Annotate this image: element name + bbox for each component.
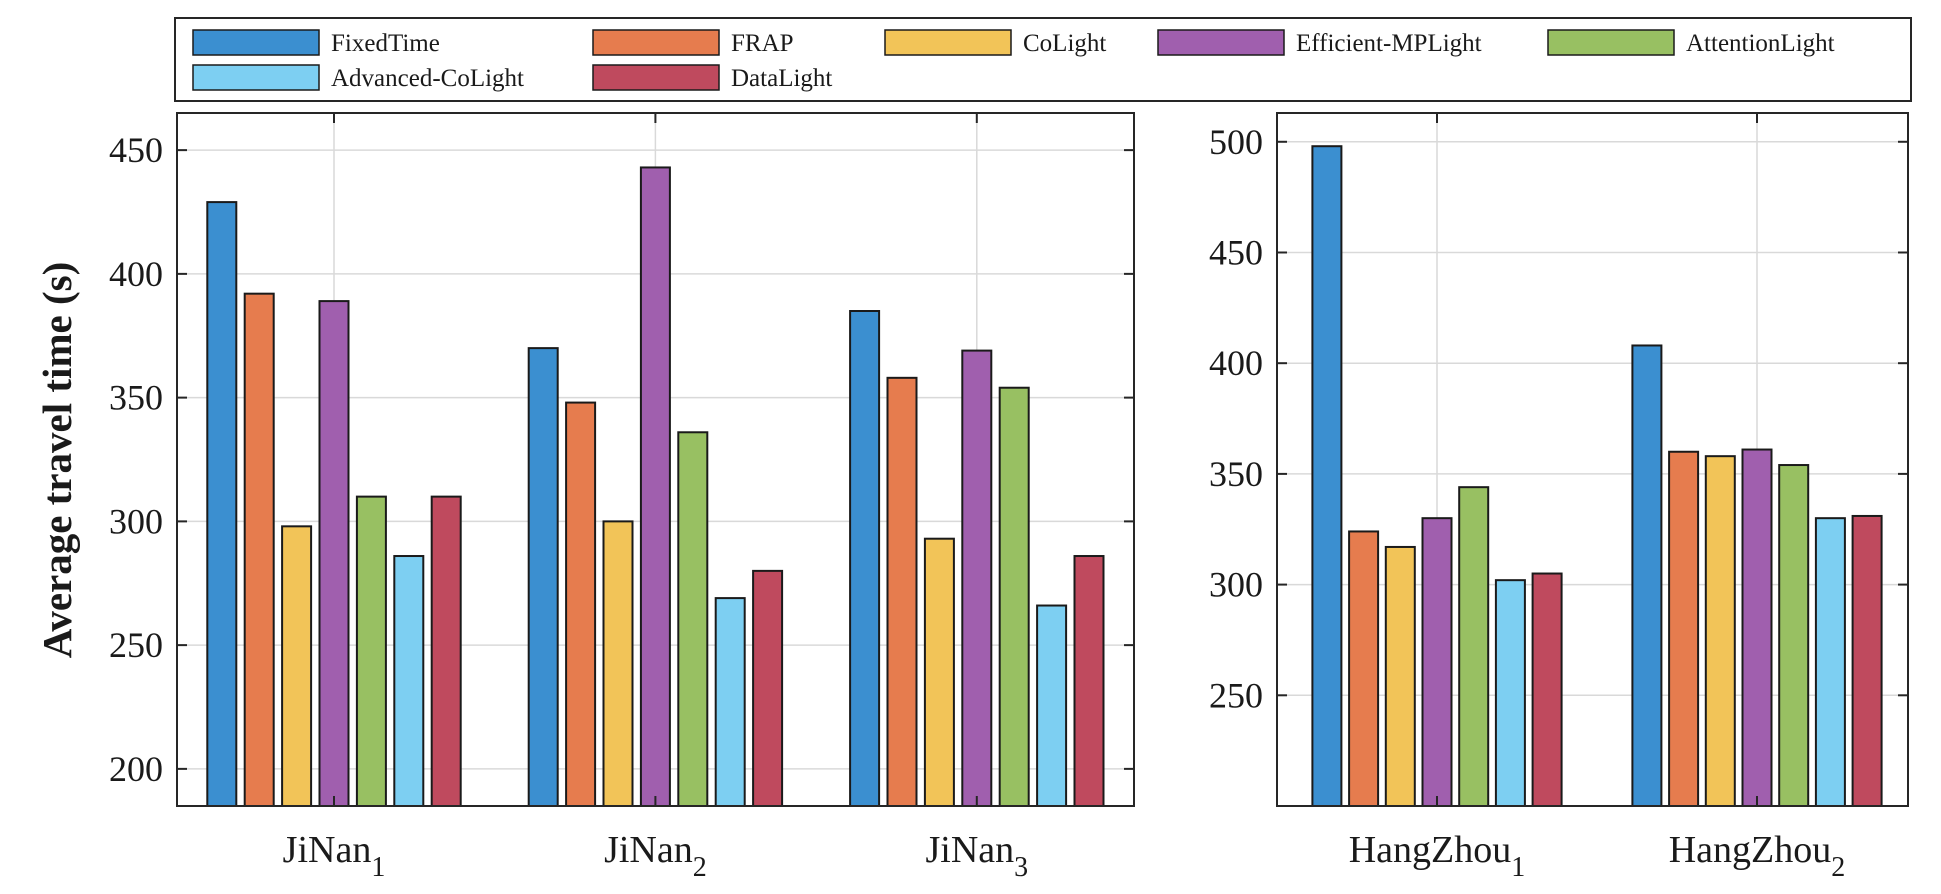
legend-swatch	[1547, 29, 1675, 56]
bar-fixedtime-2	[527, 347, 559, 807]
bar-efficient-mplight-1	[318, 300, 350, 807]
legend-label: DataLight	[731, 65, 832, 92]
x-tick-label: HangZhou1	[1349, 829, 1526, 883]
y-tick-label: 300	[1209, 565, 1263, 605]
legend-item-efficient-mplight: Efficient-MPLight	[1157, 29, 1482, 57]
bar-datalight-2	[752, 569, 784, 807]
legend-swatch	[192, 29, 320, 56]
bar-attentionlight-1	[1458, 486, 1490, 807]
legend-label: FRAP	[731, 30, 794, 57]
bar-frap-1	[1348, 530, 1380, 807]
legend-swatch	[884, 29, 1012, 56]
bar-colight-2	[1704, 455, 1736, 807]
bar-fixedtime-1	[1311, 145, 1343, 807]
y-tick-label: 200	[109, 749, 163, 789]
y-tick-label: 450	[1209, 232, 1263, 272]
bar-datalight-1	[1531, 572, 1563, 808]
x-tick-label: JiNan2	[604, 829, 707, 883]
bar-colight-1	[281, 525, 313, 807]
y-tick-label: 350	[1209, 454, 1263, 494]
bar-frap-2	[1668, 450, 1700, 807]
bar-attentionlight-2	[1778, 464, 1810, 807]
bar-fixedtime-1	[206, 201, 238, 808]
bar-efficient-mplight-1	[1421, 517, 1453, 808]
bar-attentionlight-3	[998, 386, 1030, 807]
bar-frap-1	[243, 292, 275, 807]
legend-label: Advanced-CoLight	[331, 65, 524, 92]
bar-fixedtime-2	[1631, 344, 1663, 807]
x-tick-label: JiNan1	[283, 829, 386, 883]
bar-fixedtime-3	[849, 310, 881, 807]
y-tick-label: 300	[109, 501, 163, 541]
chart-panel-1: 200 250 300 350 400 450 JiNan1 JiNan2 JiNan3 Aver…	[34, 112, 1135, 883]
legend: FixedTime FRAP CoLight Efficient-MPLight Att…	[174, 17, 1912, 102]
legend-swatch	[592, 64, 720, 91]
x-tick-label: HangZhou2	[1669, 829, 1846, 883]
y-tick-label: 450	[109, 130, 163, 170]
bar-attentionlight-2	[677, 431, 709, 807]
legend-item-advanced-colight: Advanced-CoLight	[192, 64, 524, 92]
bar-datalight-2	[1851, 514, 1883, 808]
bar-advanced-colight-1	[1494, 579, 1526, 807]
bar-attentionlight-1	[355, 495, 387, 807]
legend-item-frap: FRAP	[592, 29, 794, 57]
bar-advanced-colight-2	[714, 597, 746, 807]
legend-item-colight: CoLight	[884, 29, 1106, 57]
legend-label: FixedTime	[331, 30, 440, 57]
legend-swatch	[192, 64, 320, 91]
legend-item-fixedtime: FixedTime	[192, 29, 440, 57]
bar-colight-2	[602, 520, 634, 807]
y-tick-label: 400	[109, 254, 163, 294]
bar-datalight-3	[1073, 555, 1105, 808]
legend-label: Efficient-MPLight	[1296, 30, 1482, 57]
bar-efficient-mplight-2	[1741, 448, 1773, 807]
legend-swatch	[592, 29, 720, 56]
bar-advanced-colight-1	[393, 555, 425, 808]
y-tick-label: 250	[109, 625, 163, 665]
bar-advanced-colight-3	[1036, 604, 1068, 808]
bar-colight-1	[1384, 545, 1416, 807]
bar-frap-3	[886, 376, 918, 807]
plot-frame	[1276, 112, 1909, 807]
y-tick-label: 350	[109, 378, 163, 418]
y-tick-label: 400	[1209, 343, 1263, 383]
legend-label: CoLight	[1023, 30, 1106, 57]
y-tick-label: 500	[1209, 122, 1263, 162]
x-tick-label: JiNan3	[925, 829, 1028, 883]
bar-colight-3	[923, 537, 955, 807]
legend-item-datalight: DataLight	[592, 64, 832, 92]
bar-efficient-mplight-3	[961, 349, 993, 807]
bar-datalight-1	[430, 495, 462, 807]
bar-efficient-mplight-2	[639, 166, 671, 807]
bar-frap-2	[565, 401, 597, 807]
legend-item-attentionlight: AttentionLight	[1547, 29, 1835, 57]
bar-advanced-colight-2	[1814, 517, 1846, 808]
legend-label: AttentionLight	[1686, 30, 1835, 57]
y-tick-label: 250	[1209, 675, 1263, 715]
chart-panel-2: 250 300 350 400 450 500 HangZhou1 HangZhou2	[1209, 112, 1909, 883]
legend-swatch	[1157, 29, 1285, 56]
y-axis-label: Average travel time (s)	[34, 262, 80, 659]
